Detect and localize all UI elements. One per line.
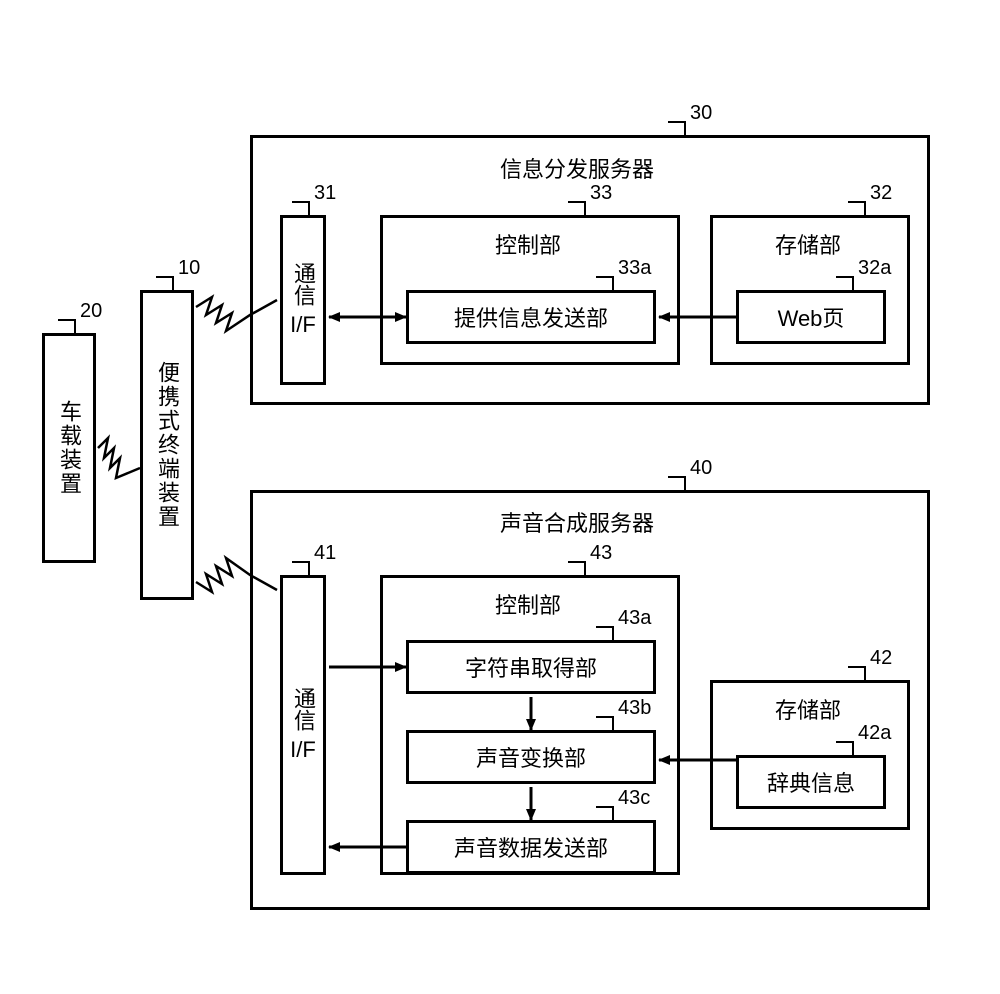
arrows [0, 0, 1000, 994]
diagram-canvas: 车载装置 20 便携式终端装置 10 信息分发服务器 30 通信 I/F 31 … [0, 0, 1000, 994]
